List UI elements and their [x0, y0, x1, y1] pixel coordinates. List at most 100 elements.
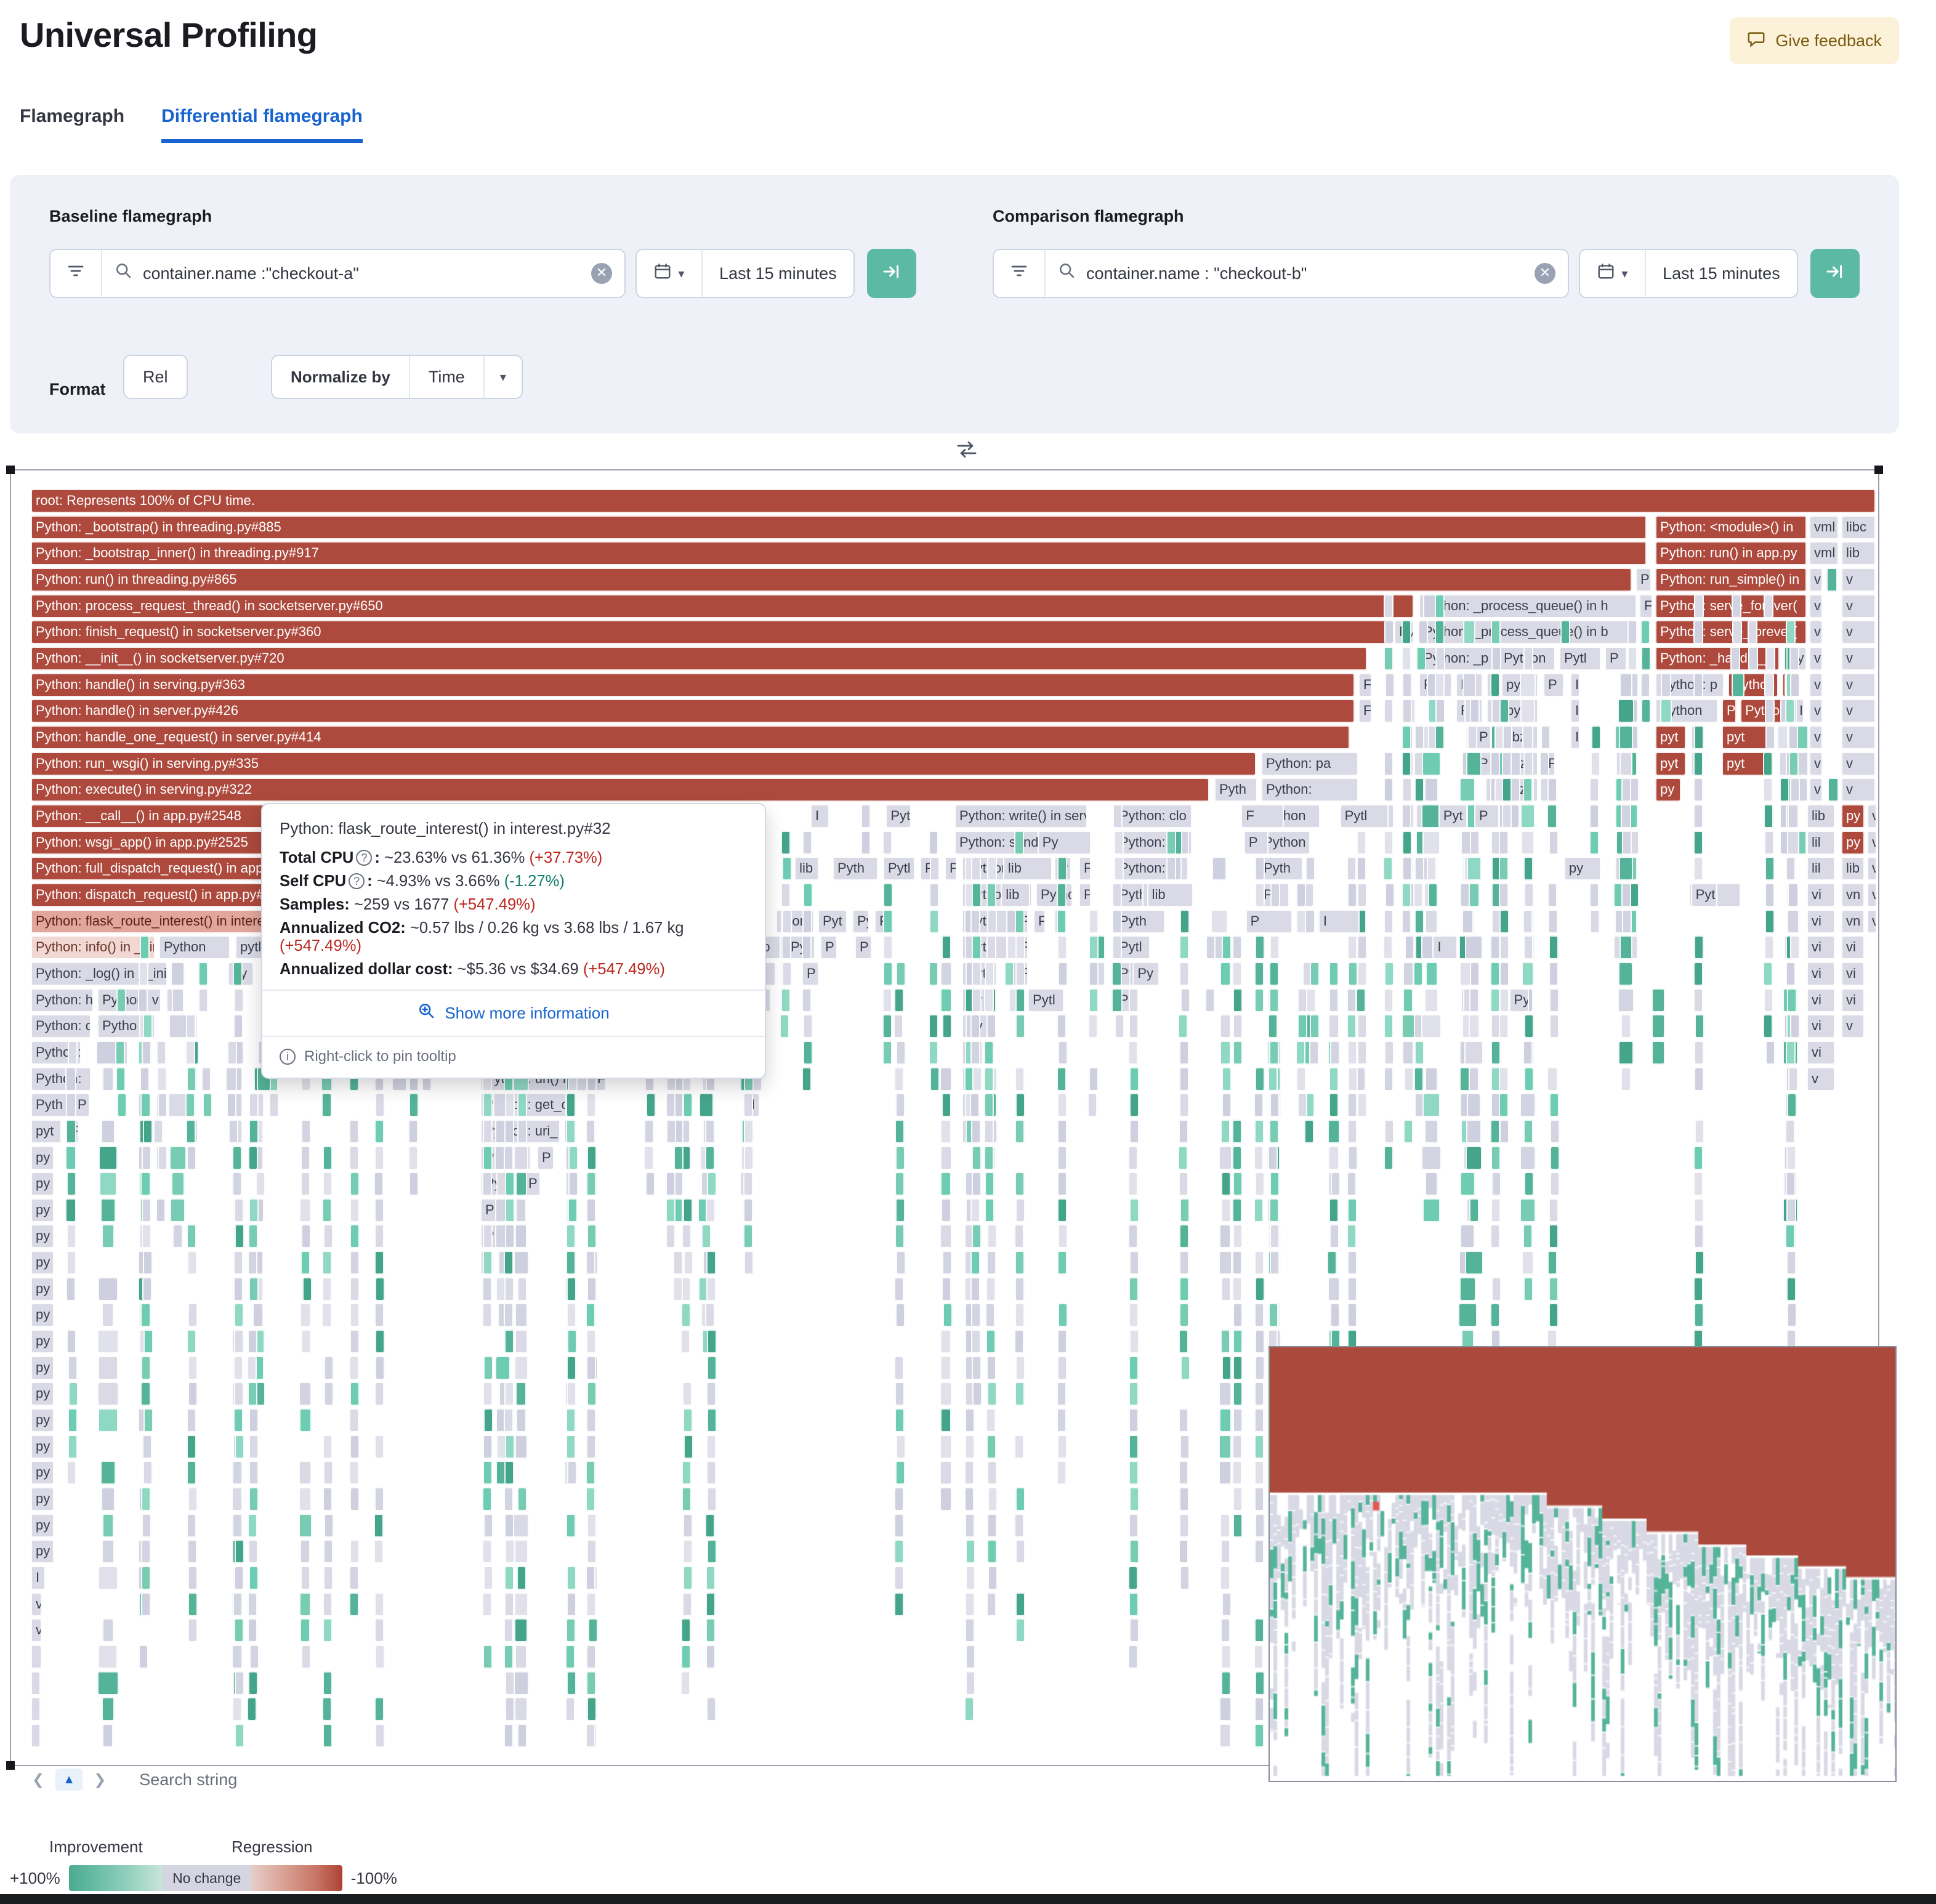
flame-frame[interactable] — [246, 1697, 257, 1722]
flame-frame[interactable] — [504, 1093, 515, 1118]
flame-frame[interactable] — [1254, 1408, 1265, 1433]
flame-frame[interactable] — [1652, 988, 1665, 1012]
flame-frame[interactable] — [1111, 909, 1122, 934]
flame-frame[interactable] — [1498, 1093, 1509, 1118]
flame-frame[interactable] — [1466, 751, 1482, 776]
flame-frame[interactable] — [1254, 1198, 1264, 1222]
flame-frame[interactable] — [247, 1382, 257, 1406]
flame-frame[interactable]: v — [1809, 778, 1823, 802]
flame-frame[interactable] — [1178, 1014, 1188, 1039]
flame-frame[interactable]: v — [1841, 1014, 1865, 1039]
flame-frame[interactable]: v — [1841, 620, 1876, 645]
flame-frame[interactable]: Pyt — [885, 804, 912, 828]
flame-frame[interactable] — [323, 1224, 334, 1249]
flame-frame[interactable] — [566, 1355, 576, 1380]
flame-frame[interactable]: F — [1241, 804, 1285, 828]
flame-frame[interactable] — [156, 1040, 167, 1065]
flame-frame[interactable] — [1254, 1329, 1265, 1354]
flame-frame[interactable] — [1384, 646, 1394, 671]
flame-frame[interactable] — [566, 1382, 576, 1406]
flame-frame[interactable] — [143, 1119, 153, 1144]
flame-frame[interactable] — [1232, 1303, 1243, 1328]
flame-frame[interactable]: P — [537, 1145, 554, 1170]
flame-frame[interactable] — [1502, 751, 1512, 776]
flame-frame[interactable] — [172, 1224, 184, 1249]
flame-frame[interactable] — [168, 1014, 187, 1039]
flame-frame[interactable] — [482, 1119, 493, 1144]
flame-frame[interactable] — [1347, 1172, 1357, 1196]
flame-frame[interactable] — [321, 1093, 333, 1118]
flame-frame[interactable] — [142, 1277, 153, 1301]
flame-frame[interactable] — [940, 1382, 953, 1406]
flame-frame[interactable] — [1549, 1093, 1560, 1118]
flame-frame[interactable] — [940, 1355, 952, 1380]
flame-frame[interactable] — [942, 1303, 953, 1328]
flame-frame[interactable]: v — [1809, 672, 1823, 697]
flame-frame[interactable] — [141, 1487, 151, 1512]
flame-frame[interactable] — [202, 1093, 212, 1118]
flame-frame[interactable] — [972, 1224, 982, 1249]
flame-frame[interactable] — [1383, 857, 1394, 881]
flame-frame[interactable] — [1788, 751, 1799, 776]
flame-frame[interactable] — [780, 1014, 790, 1039]
flame-frame[interactable] — [666, 1119, 676, 1144]
flame-frame[interactable] — [1498, 1014, 1509, 1039]
flame-frame[interactable] — [1128, 1355, 1139, 1380]
flame-frame[interactable] — [586, 1145, 597, 1170]
flame-frame[interactable] — [1660, 672, 1671, 697]
flame-frame[interactable] — [1786, 1198, 1797, 1222]
flame-frame[interactable] — [1790, 672, 1801, 697]
flame-frame[interactable] — [1347, 961, 1358, 986]
flame-frame[interactable] — [234, 1671, 244, 1695]
flame-frame[interactable] — [706, 1198, 716, 1222]
flame-frame[interactable] — [1468, 882, 1480, 907]
flame-frame[interactable] — [882, 1014, 893, 1039]
flame-frame[interactable] — [1219, 1408, 1232, 1433]
flame-frame[interactable] — [1233, 1487, 1243, 1512]
flame-frame[interactable] — [482, 1172, 492, 1196]
flame-frame[interactable] — [1180, 1434, 1190, 1459]
flame-frame[interactable] — [1590, 909, 1600, 934]
flame-frame[interactable] — [100, 1119, 116, 1144]
flame-frame[interactable] — [1627, 646, 1637, 671]
flame-frame[interactable] — [1015, 1487, 1026, 1512]
flame-frame[interactable] — [1469, 988, 1479, 1012]
flame-frame[interactable] — [1466, 857, 1482, 881]
flame-frame[interactable] — [894, 1382, 905, 1406]
flame-frame[interactable] — [1219, 1224, 1231, 1249]
flame-frame[interactable] — [1015, 1093, 1025, 1118]
flame-frame[interactable] — [1763, 778, 1773, 802]
flame-frame[interactable] — [586, 1329, 596, 1354]
flame-frame[interactable] — [1057, 1251, 1067, 1275]
flame-frame[interactable] — [940, 1329, 952, 1354]
flame-frame[interactable] — [1693, 620, 1703, 645]
flame-frame[interactable] — [940, 1224, 952, 1249]
flame-frame[interactable] — [986, 882, 996, 907]
flame-frame[interactable] — [1268, 1067, 1278, 1091]
flame-frame[interactable] — [1785, 1224, 1796, 1249]
flame-frame[interactable] — [1763, 988, 1773, 1012]
flame-frame[interactable] — [1548, 1277, 1559, 1301]
flame-frame[interactable] — [483, 1408, 493, 1433]
flame-frame[interactable] — [1694, 1198, 1704, 1222]
flame-frame[interactable] — [1764, 594, 1774, 618]
flame-frame[interactable] — [1499, 988, 1510, 1012]
flame-frame[interactable] — [895, 1119, 905, 1144]
baseline-clear-icon[interactable]: ✕ — [591, 263, 612, 284]
selection-handle[interactable] — [1874, 466, 1883, 474]
flame-frame[interactable] — [349, 1566, 359, 1591]
flame-frame[interactable] — [66, 1277, 76, 1301]
flame-frame[interactable]: lib — [1807, 804, 1835, 828]
flame-frame[interactable] — [1383, 1145, 1394, 1170]
flame-frame[interactable] — [504, 1618, 514, 1643]
flame-frame[interactable]: Pyth — [1115, 909, 1165, 934]
flame-frame[interactable]: v — [1809, 699, 1823, 724]
flame-frame[interactable]: Python: serve_forever( — [1655, 594, 1807, 618]
flame-frame[interactable] — [984, 961, 994, 986]
flame-frame[interactable] — [1129, 1487, 1139, 1512]
flame-frame[interactable] — [248, 1592, 258, 1616]
flame-frame[interactable] — [1401, 751, 1411, 776]
flame-frame[interactable] — [409, 1093, 419, 1118]
flame-frame[interactable] — [157, 1145, 167, 1170]
flame-frame[interactable] — [1468, 1067, 1480, 1091]
